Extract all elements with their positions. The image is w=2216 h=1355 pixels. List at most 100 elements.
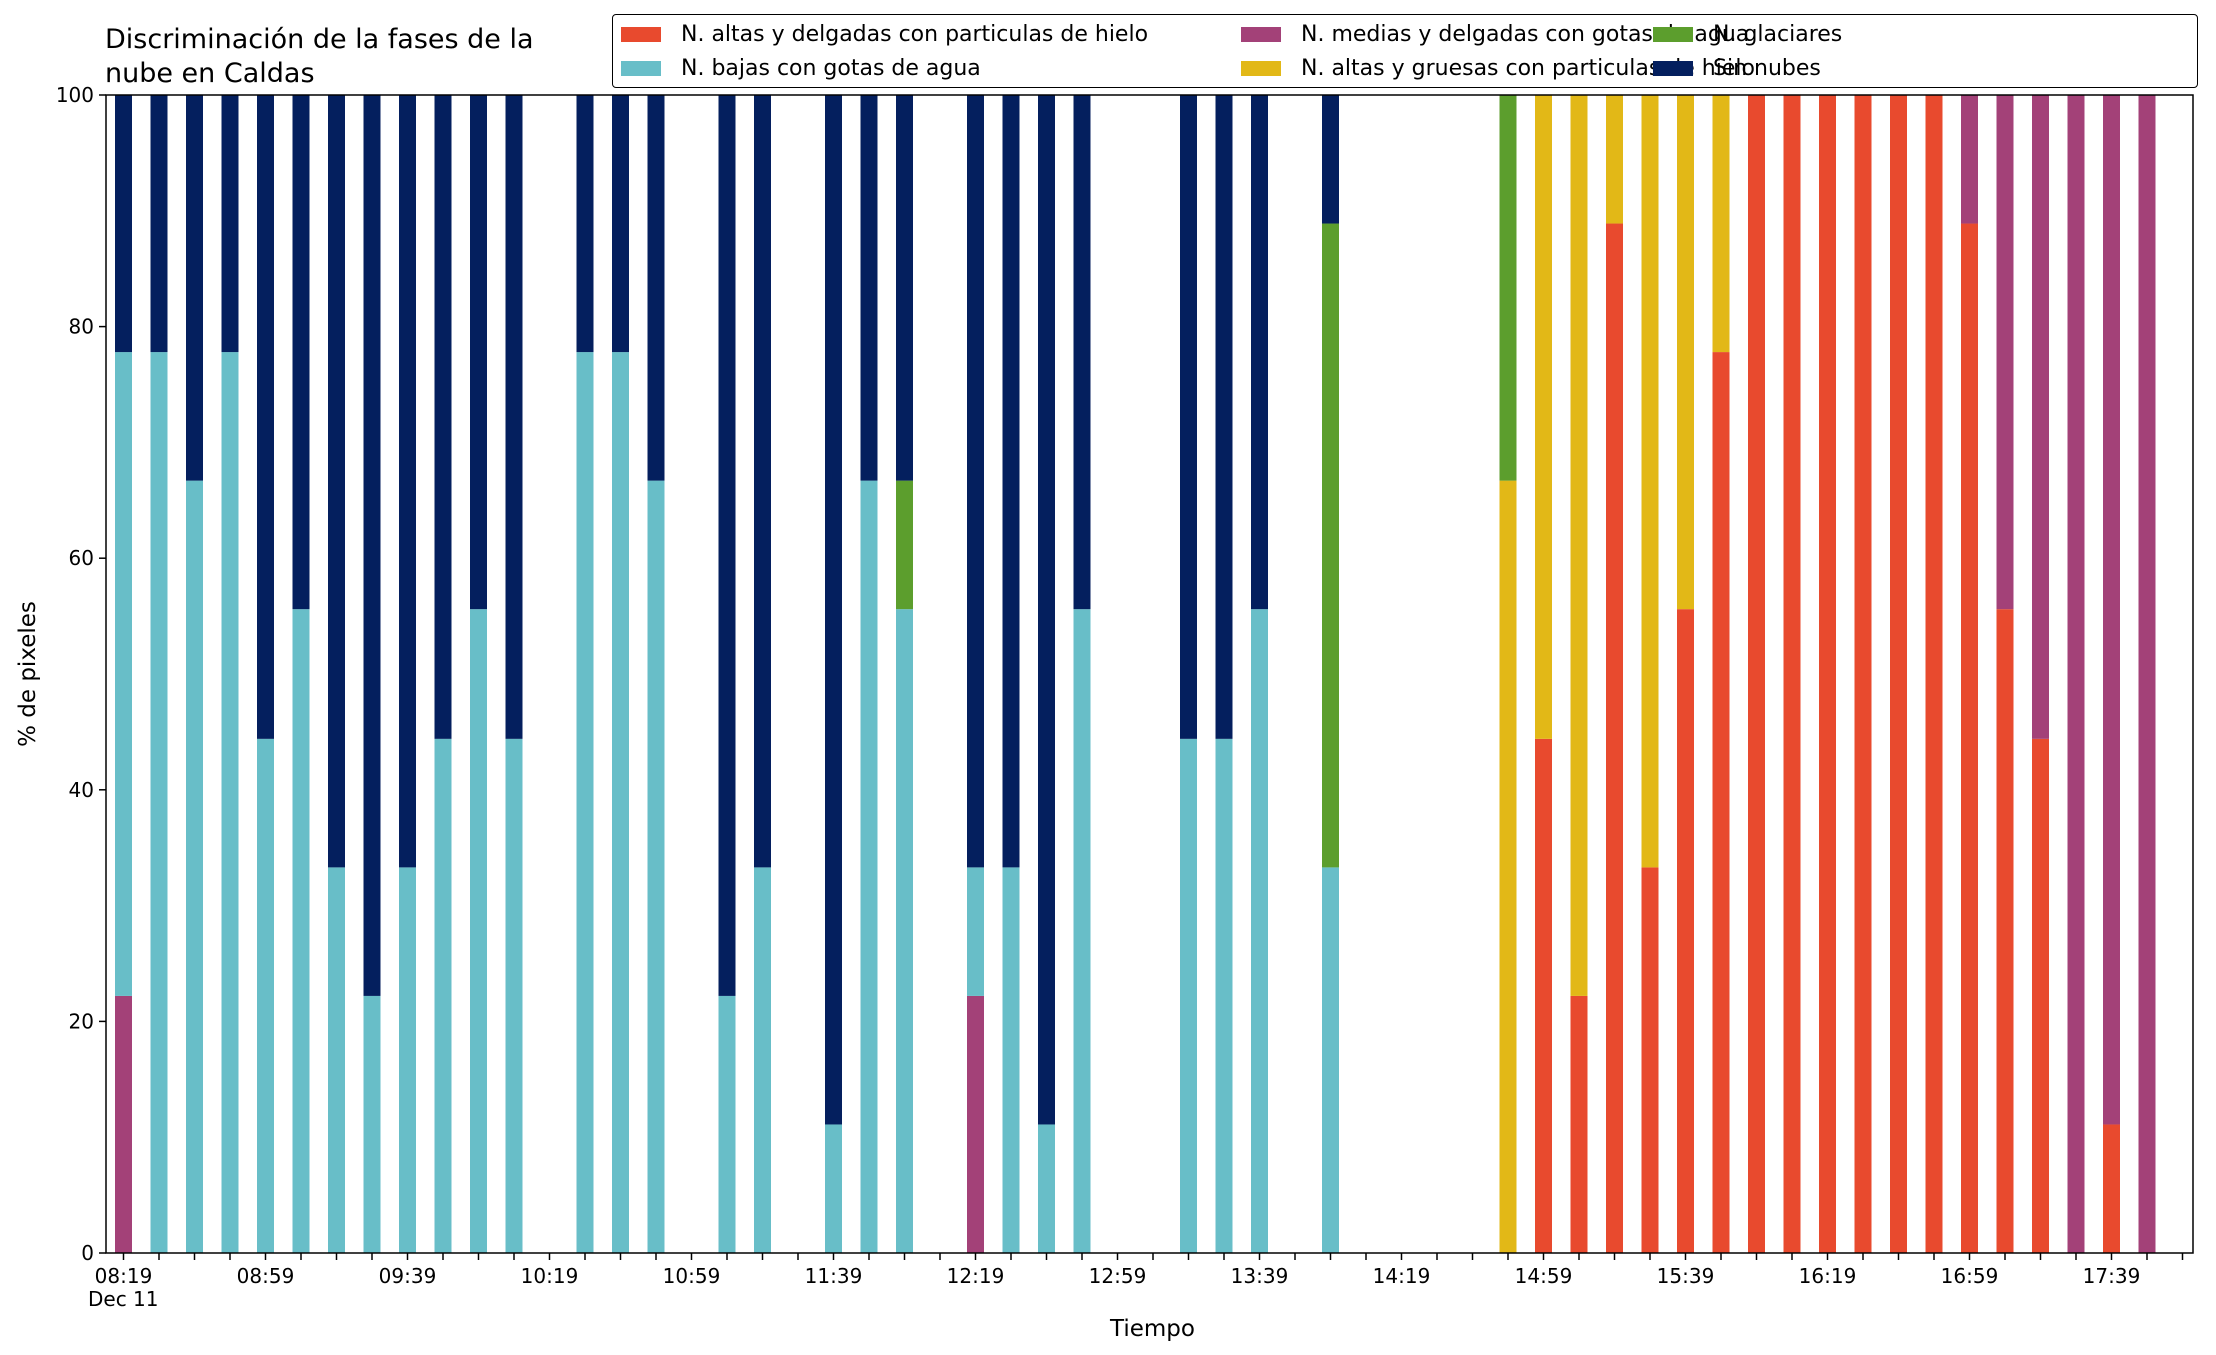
bar-segment <box>1641 867 1659 1253</box>
bar-segment <box>576 95 594 353</box>
bar-segment <box>186 480 203 1253</box>
bar-segment <box>860 480 878 1253</box>
bar-segment <box>1641 95 1659 868</box>
bar-segment <box>1073 95 1091 610</box>
bar-segment <box>1996 609 2014 1253</box>
bar-segment <box>1002 867 1020 1253</box>
x-tick-label: 12:19 <box>947 1264 1005 1288</box>
bar-segment <box>1535 738 1552 1253</box>
x-tick-label: 08:59 <box>237 1264 295 1288</box>
bar-segment <box>612 95 629 353</box>
y-axis-label: % de pixeles <box>15 601 41 747</box>
bar-segment <box>1215 738 1233 1253</box>
x-tick-label: 13:39 <box>1231 1264 1289 1288</box>
bar-segment <box>718 995 736 1253</box>
y-tick-label: 80 <box>69 315 94 339</box>
x-tick-label: 16:59 <box>1941 1264 1999 1288</box>
bar-segment <box>754 867 771 1253</box>
bar-segment <box>292 609 310 1253</box>
bar-segment <box>1251 95 1268 610</box>
y-tick-label: 60 <box>69 546 94 570</box>
x-tick-label: 14:19 <box>1373 1264 1431 1288</box>
bar-segment <box>1180 738 1197 1253</box>
bar-segment <box>1819 95 1836 1253</box>
x-tick-label: 12:59 <box>1089 1264 1147 1288</box>
bar-segment <box>2138 95 2156 1253</box>
bar-segment <box>399 867 416 1253</box>
bar-segment <box>328 95 345 868</box>
x-tick-label: 17:39 <box>2083 1264 2141 1288</box>
bar-segment <box>186 95 203 481</box>
bar-segment <box>1499 480 1517 1253</box>
bar-segment <box>647 480 665 1253</box>
legend-swatch <box>1241 60 1281 76</box>
bar-segment <box>1712 352 1730 1253</box>
bar-segment <box>1606 223 1623 1254</box>
bar-segment <box>576 352 594 1253</box>
x-tick-label: 08:19 <box>95 1264 153 1288</box>
legend-item: N. bajas con gotas de agua <box>621 53 981 83</box>
bar-segment <box>150 352 168 1253</box>
bar-segment <box>505 738 523 1253</box>
bar-segment <box>1961 223 1978 1254</box>
legend-label: N. altas y delgadas con particulas de hi… <box>681 21 1149 47</box>
bar-segment <box>1002 95 1020 868</box>
bar-segment <box>1783 95 1801 1253</box>
chart-title-line-1: Discriminación de la fases de la <box>105 24 534 55</box>
legend-label: Sin nubes <box>1713 55 1821 81</box>
bar-segment <box>1215 95 1233 739</box>
bar-segment <box>1854 95 1872 1253</box>
bar-segment <box>1322 95 1339 224</box>
x-tick-label: 10:59 <box>663 1264 721 1288</box>
legend-swatch <box>1241 26 1281 42</box>
legend-label: N. bajas con gotas de agua <box>681 55 981 81</box>
bar-segment <box>115 352 132 996</box>
bar-segment <box>1606 95 1623 224</box>
bar-segment <box>967 867 984 996</box>
x-tick-label: 14:59 <box>1515 1264 1573 1288</box>
legend-swatch <box>1653 26 1693 42</box>
bars-layer <box>115 95 2156 1254</box>
legend-label: N. glaciares <box>1713 21 1843 47</box>
x-axis-label: Tiempo <box>1110 1316 1195 1342</box>
bar-segment <box>434 738 452 1253</box>
legend-item: N. altas y delgadas con particulas de hi… <box>621 19 1148 49</box>
x-tick-label: 10:19 <box>521 1264 579 1288</box>
bar-segment <box>1890 95 1907 1253</box>
bar-segment <box>292 95 310 610</box>
legend: N. altas y delgadas con particulas de hi… <box>612 14 2198 88</box>
bar-segment <box>1570 995 1588 1253</box>
bar-segment <box>434 95 452 739</box>
bar-segment <box>363 995 381 1253</box>
bar-segment <box>1073 609 1091 1253</box>
bar-segment <box>470 95 487 610</box>
bar-segment <box>612 352 629 1253</box>
bar-segment <box>967 995 984 1253</box>
bar-segment <box>2032 738 2049 1253</box>
bar-segment <box>505 95 523 739</box>
chart-title-line-2: nube en Caldas <box>105 58 315 89</box>
bar-segment <box>1038 95 1055 1125</box>
bar-segment <box>1712 95 1730 353</box>
bar-segment <box>896 609 913 1253</box>
y-tick-label: 0 <box>81 1241 94 1265</box>
bar-segment <box>1748 95 1765 1253</box>
bar-segment <box>2032 95 2049 739</box>
legend-item: N. glaciares <box>1653 19 1842 49</box>
x-axis-date-label: Dec 11 <box>88 1287 159 1311</box>
bar-segment <box>1677 609 1694 1253</box>
bar-segment <box>1677 95 1694 610</box>
x-tick-label: 15:39 <box>1657 1264 1715 1288</box>
bar-segment <box>2103 95 2120 1125</box>
bar-segment <box>257 95 274 739</box>
axis-ticks: 0 20 40 60 80 100 08:19 08:59 09:39 10:19 10:59 11:… <box>56 83 2184 1288</box>
x-tick-label: 16:19 <box>1799 1264 1857 1288</box>
bar-segment <box>470 609 487 1253</box>
bar-segment <box>257 738 274 1253</box>
bar-segment <box>1570 95 1588 996</box>
bar-segment <box>896 480 913 610</box>
bar-segment <box>1180 95 1197 739</box>
bar-segment <box>1499 95 1517 481</box>
y-tick-label: 100 <box>56 83 94 107</box>
